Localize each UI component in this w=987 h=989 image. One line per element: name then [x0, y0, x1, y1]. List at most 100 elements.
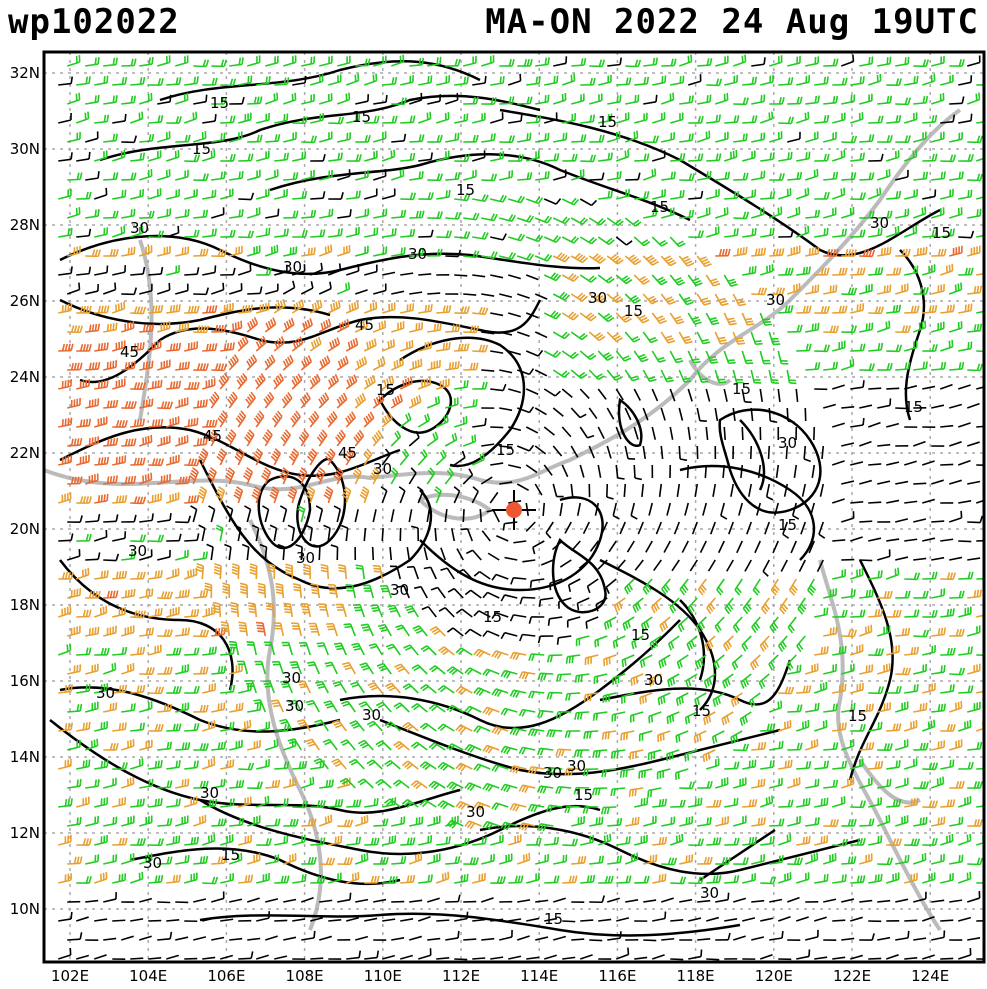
wind-barb — [633, 236, 651, 247]
wind-barb — [823, 248, 839, 257]
wind-barb — [220, 302, 234, 314]
wind-barb — [742, 115, 758, 124]
wind-barb — [184, 188, 198, 200]
wind-barb — [193, 248, 209, 257]
contour-label-30: 30 — [644, 671, 663, 689]
wind-barb — [696, 616, 707, 633]
wind-barb — [679, 133, 694, 143]
wind-barb — [877, 625, 891, 637]
wind-barb — [697, 207, 711, 219]
wind-barb — [624, 254, 642, 266]
wind-barb — [454, 380, 469, 390]
wind-barb — [886, 499, 900, 504]
wind-barb — [850, 152, 866, 162]
wind-barb — [551, 540, 563, 551]
wind-barb — [796, 872, 810, 884]
wind-barb — [526, 76, 541, 86]
wind-barb — [103, 937, 117, 941]
wind-barb — [841, 249, 857, 257]
wind-barb — [742, 227, 757, 238]
wind-barb — [499, 58, 515, 67]
wind-barb — [364, 264, 378, 276]
wind-barb — [76, 76, 91, 86]
wind-barb — [715, 55, 729, 67]
wind-barb — [615, 947, 630, 960]
wind-barb — [940, 304, 955, 314]
wind-barb — [949, 361, 965, 371]
wind-barb — [355, 169, 369, 181]
wind-barb — [688, 949, 703, 960]
wind-barb — [580, 77, 596, 86]
wind-barb — [491, 802, 509, 811]
wind-barb — [372, 320, 387, 333]
wind-barb — [522, 559, 536, 563]
wind-barb — [778, 188, 792, 200]
wind-barb — [555, 786, 572, 794]
storm-center-marker — [492, 490, 536, 530]
wind-barb — [418, 874, 433, 884]
wind-barb — [816, 559, 824, 573]
wind-barb — [589, 895, 605, 904]
wind-barb — [975, 157, 984, 162]
wind-barb — [534, 483, 543, 496]
wind-barb — [359, 486, 370, 504]
wind-barb — [693, 730, 707, 744]
wind-barb — [355, 94, 370, 105]
wind-barb — [112, 420, 128, 428]
wind-barb — [373, 856, 389, 865]
wind-barb — [787, 777, 801, 789]
wind-barb — [445, 211, 462, 220]
wind-barb — [517, 852, 531, 865]
wind-barb — [850, 267, 866, 276]
wind-barb — [527, 803, 545, 813]
wind-barb — [850, 343, 866, 352]
wind-barb — [922, 571, 938, 580]
wind-barb — [297, 680, 311, 694]
wind-barb — [832, 645, 847, 656]
wind-barb — [301, 930, 316, 941]
wind-barb — [607, 817, 623, 827]
wind-barb — [58, 266, 73, 276]
wind-barb — [157, 55, 171, 67]
wind-barb — [184, 267, 200, 276]
wind-barb — [764, 521, 771, 535]
wind-barb — [482, 744, 500, 754]
wind-barb — [699, 540, 707, 554]
wind-barb — [545, 804, 563, 813]
wind-barb — [473, 648, 491, 658]
contour-label-30: 30 — [373, 460, 392, 478]
wind-barb — [768, 369, 779, 384]
wind-barb — [904, 646, 920, 656]
wind-barb — [229, 131, 243, 143]
wind-barb — [796, 635, 806, 653]
wind-barb — [850, 723, 866, 732]
wind-barb — [740, 464, 744, 479]
wind-barb — [612, 502, 620, 520]
wind-barb — [130, 496, 147, 505]
wind-barb — [535, 936, 549, 941]
wind-barb — [607, 57, 622, 67]
wind-barb — [642, 331, 658, 344]
wind-barb — [318, 355, 331, 371]
wind-barb — [749, 445, 753, 460]
wind-barb — [375, 778, 392, 789]
wind-barb — [715, 816, 730, 827]
contour-label-15: 15 — [904, 398, 923, 416]
wind-barb — [121, 401, 137, 409]
wind-barb — [821, 445, 825, 460]
wind-barb — [67, 362, 83, 371]
wind-barb — [175, 778, 190, 789]
wind-barb — [473, 570, 491, 580]
wind-barb — [227, 354, 239, 371]
wind-barb — [759, 388, 764, 402]
wind-barb — [94, 797, 109, 808]
wind-barb — [778, 116, 795, 125]
wind-barb — [841, 325, 857, 334]
wind-barb — [814, 797, 829, 808]
wind-barb — [886, 225, 900, 238]
wind-barb — [193, 209, 209, 219]
wind-barb — [410, 741, 428, 751]
wind-barb — [462, 508, 465, 523]
wind-barb — [922, 498, 935, 504]
wind-barb — [211, 702, 226, 713]
